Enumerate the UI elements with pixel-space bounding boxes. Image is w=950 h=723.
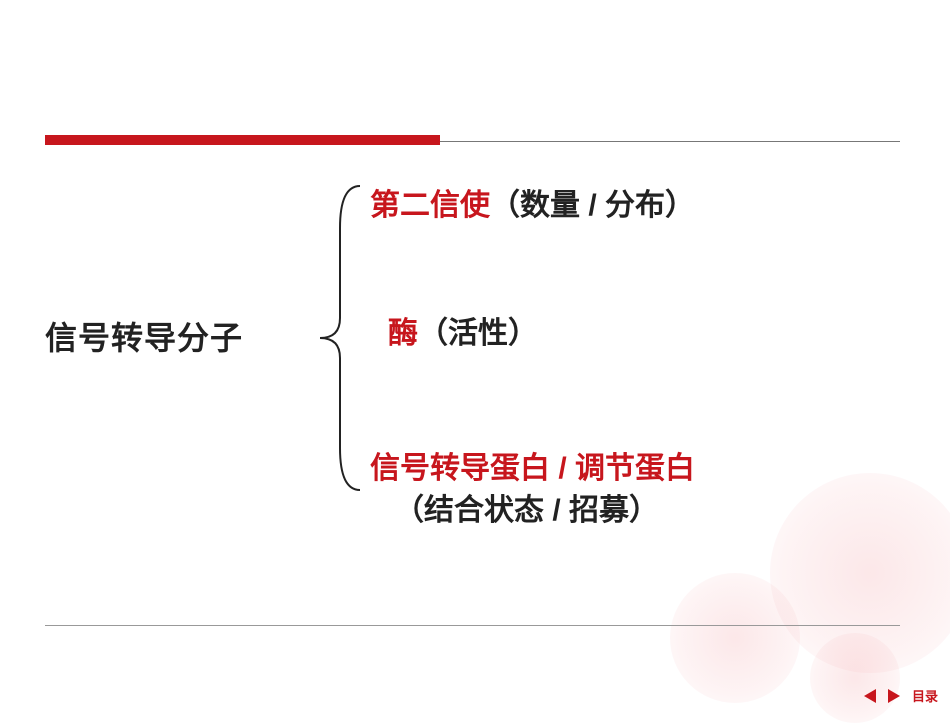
top-accent-bar — [45, 135, 440, 145]
branch-highlight: 第二信使 — [370, 189, 490, 222]
decorative-circle — [670, 573, 800, 703]
branch-item-signal-protein-line2: （结合状态 / 招募） — [394, 490, 814, 532]
bottom-divider — [45, 625, 900, 626]
branch-item-signal-protein: 信号转导蛋白 / 调节蛋白 — [370, 448, 850, 490]
root-label: 信号转导分子 — [45, 313, 243, 359]
branch-highlight: 酶 — [388, 317, 418, 350]
toc-button[interactable]: 目录 — [912, 686, 938, 705]
brace-icon — [310, 178, 370, 498]
branch-item-enzyme: 酶（活性） — [388, 313, 788, 355]
branch-suffix: （数量 / 分布） — [490, 189, 695, 222]
branch-suffix: （活性） — [418, 317, 538, 350]
decorative-circle — [810, 633, 900, 723]
next-button[interactable] — [888, 689, 900, 703]
branch-highlight: 信号转导蛋白 / 调节蛋白 — [370, 452, 695, 485]
prev-button[interactable] — [864, 689, 876, 703]
slide-nav: 目录 — [864, 686, 938, 705]
branch-item-second-messenger: 第二信使（数量 / 分布） — [370, 185, 770, 227]
branch-suffix: （结合状态 / 招募） — [394, 494, 659, 527]
